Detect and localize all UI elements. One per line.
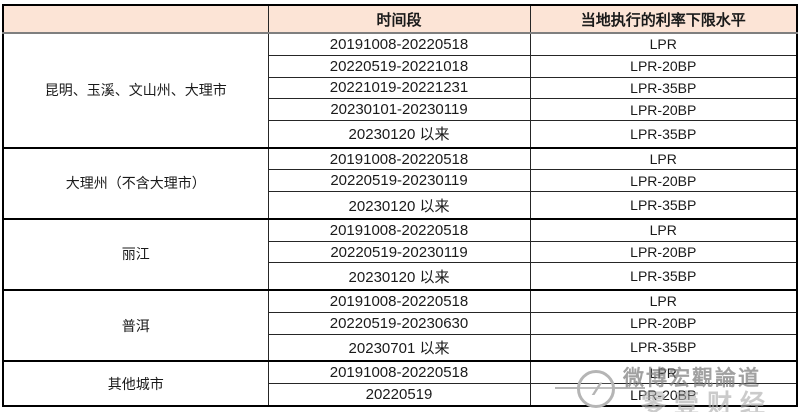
rate-cell: LPR-20BP [529,311,798,335]
header-row: 时间段 当地执行的利率下限水平 [2,4,798,34]
header-period: 时间段 [267,4,531,34]
period-cell: 20191008-20220518 [267,289,531,313]
period-cell: 20221019-20221231 [267,76,531,100]
table-row: 20230701 以来 LPR-35BP [3,333,798,362]
region-cell: 昆明、玉溪、文山州、大理市 [2,32,269,149]
period-cell: 20220519-20230119 [267,169,531,193]
table-row: 20230101-20230119 LPR-20BP [3,98,798,121]
rate-cell: LPR [529,146,798,171]
period-cell: 20230101-20230119 [267,98,531,121]
table-body: 昆明、玉溪、文山州、大理市 20191008-20220518 LPR 2022051… [2,31,798,407]
table-row: 20230120 以来 LPR-35BP [3,262,798,291]
table-row: 20220519 LPR-20BP [3,383,798,407]
period-cell: 20230120 以来 [267,119,531,149]
period-cell: 20230701 以来 [267,333,531,362]
table-row: 昆明、玉溪、文山州、大理市 20191008-20220518 LPR [2,31,798,149]
period-cell: 20220519-20230119 [267,240,531,264]
period-cell: 20191008-20220518 [267,217,531,242]
table-header: 时间段 当地执行的利率下限水平 [2,4,798,34]
region-cell: 大理州（不含大理市） [2,146,269,220]
rate-cell: LPR-20BP [529,383,798,407]
table-row: 20220519-20230119 LPR-20BP [3,240,798,264]
period-cell: 20220519-20230630 [267,311,531,335]
rate-cell: LPR-35BP [529,333,798,362]
rate-limit-table: 时间段 当地执行的利率下限水平 昆明、玉溪、文山州、大理市 20191008-20… [2,4,798,407]
period-cell: 20220519 [267,383,531,407]
table-row: 其他城市 20191008-20220518 LPR [2,360,798,407]
period-cell: 20220519-20221018 [267,54,531,78]
period-cell: 20230120 以来 [267,262,531,291]
table-row: 丽江 20191008-20220518 LPR [2,217,798,291]
region-cell: 普洱 [2,289,269,362]
rate-cell: LPR-20BP [529,169,798,193]
rate-cell: LPR [529,289,798,313]
rate-cell: LPR [529,360,798,385]
rate-cell: LPR-35BP [529,191,798,220]
rate-cell: LPR-20BP [529,54,798,78]
region-cell: 其他城市 [2,360,269,407]
rate-cell: LPR-35BP [529,76,798,100]
rate-cell: LPR [529,31,798,56]
period-cell: 20230120 以来 [267,191,531,220]
rate-cell: LPR-35BP [529,262,798,291]
period-cell: 20191008-20220518 [267,360,531,385]
period-cell: 20191008-20220518 [267,146,531,171]
table-row: 普洱 20191008-20220518 LPR [2,289,798,362]
period-cell: 20191008-20220518 [267,31,531,56]
header-region [2,4,269,34]
rate-cell: LPR-20BP [529,240,798,264]
rate-cell: LPR [529,217,798,242]
rate-cell: LPR-20BP [529,98,798,121]
table-row: 大理州（不含大理市） 20191008-20220518 LPR [2,146,798,220]
rate-cell: LPR-35BP [529,119,798,149]
region-cell: 丽江 [2,217,269,291]
header-rate-floor: 当地执行的利率下限水平 [529,4,798,34]
